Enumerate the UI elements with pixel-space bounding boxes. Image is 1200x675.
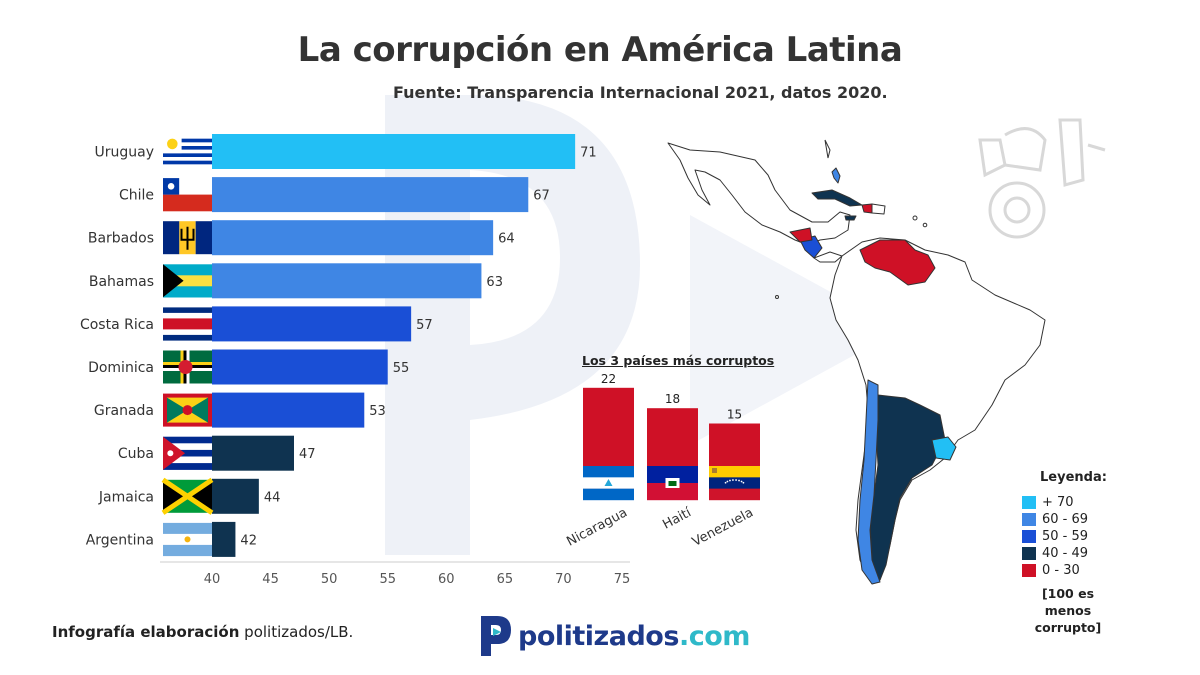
value-label: 44	[264, 490, 281, 505]
legend-swatch	[1022, 513, 1036, 526]
category-label: Argentina	[86, 532, 154, 548]
panama-shape	[813, 251, 843, 263]
category-label: Costa Rica	[80, 317, 154, 333]
page-title: La corrupción en América Latina	[297, 30, 903, 70]
legend-swatch	[1022, 530, 1036, 543]
legend-swatch	[1022, 564, 1036, 577]
bahamas-shape	[831, 167, 841, 184]
legend-label: 50 - 59	[1042, 529, 1089, 544]
x-tick-label: 60	[438, 572, 455, 587]
brand-logo: politizados.com	[478, 614, 750, 658]
bar	[212, 392, 365, 428]
value-label: 63	[486, 275, 503, 290]
legend-label: + 70	[1042, 495, 1074, 510]
dominican-shape	[871, 203, 886, 215]
value-label: 53	[369, 404, 386, 419]
category-label: Cuba	[118, 446, 154, 462]
mini-chart-title: Los 3 países más corruptos	[582, 353, 775, 368]
flag-icon	[163, 178, 212, 212]
category-label: Chile	[119, 188, 154, 204]
value-label: 64	[498, 232, 515, 247]
flag-icon	[163, 350, 212, 384]
bar	[212, 349, 388, 385]
cuba-shape	[811, 189, 863, 207]
bar	[212, 134, 576, 169]
bar	[212, 521, 236, 557]
flag-icon	[163, 135, 212, 169]
brand-text-suffix: .com	[678, 620, 750, 652]
x-tick-label: 50	[321, 572, 338, 587]
flag-icon	[163, 436, 212, 470]
legend-label: 60 - 69	[1042, 512, 1089, 527]
credit-line: Infografía elaboración politizados/LB.	[52, 623, 353, 641]
x-tick-label: 65	[497, 572, 514, 587]
flag-icon	[583, 466, 634, 501]
handshake-icon	[978, 118, 1106, 239]
legend-swatch	[1022, 496, 1036, 509]
brand-text-main: politizados	[518, 620, 679, 652]
bar	[212, 435, 294, 471]
haiti-shape	[861, 203, 873, 214]
value-label: 47	[299, 447, 316, 462]
bar	[212, 306, 412, 342]
value-label: 22	[601, 372, 616, 386]
page-subtitle: Fuente: Transparencia Internacional 2021…	[393, 83, 888, 102]
flag-icon	[163, 307, 212, 341]
flag-icon	[161, 477, 214, 515]
credit-rest: politizados/LB.	[244, 623, 354, 641]
flag-icon	[163, 393, 212, 427]
value-label: 42	[240, 533, 257, 548]
flag-icon	[163, 264, 212, 298]
legend-item: 60 - 69	[1022, 511, 1118, 528]
category-label: Uruguay	[95, 145, 155, 161]
chile-shape	[857, 379, 881, 585]
flag-icon	[709, 466, 760, 501]
legend-item: 40 - 49	[1022, 545, 1118, 562]
value-label: 57	[416, 318, 433, 333]
legend-note: [100 es menos corrupto]	[1034, 586, 1102, 635]
nicaragua-shape	[789, 227, 813, 243]
x-tick-label: 40	[204, 572, 221, 587]
flag-icon	[163, 221, 212, 255]
category-label: Granada	[94, 403, 154, 419]
jamaica-shape	[844, 215, 857, 221]
x-tick-label: 75	[614, 572, 631, 587]
category-label: Bahamas	[89, 274, 154, 290]
value-label: 67	[533, 189, 550, 204]
x-tick-label: 45	[262, 572, 279, 587]
value-label: 18	[665, 392, 680, 406]
brand-p-icon	[481, 616, 511, 656]
legend-item: 50 - 59	[1022, 528, 1118, 545]
legend-label: 0 - 30	[1042, 563, 1080, 578]
category-label: Dominica	[88, 360, 154, 376]
category-label: Jamaica	[98, 489, 154, 505]
uruguay-shape	[931, 436, 957, 461]
venezuela-shape	[859, 239, 936, 286]
x-tick-label: 55	[379, 572, 396, 587]
flag-icon	[163, 522, 212, 557]
bar	[212, 263, 482, 299]
legend-label: 40 - 49	[1042, 546, 1089, 561]
legend-swatch	[1022, 547, 1036, 560]
bar	[212, 478, 259, 514]
flag-icon	[647, 466, 698, 501]
bar	[212, 220, 494, 256]
value-label: 71	[580, 146, 597, 161]
legend-item: 0 - 30	[1022, 562, 1118, 579]
value-label: 55	[393, 361, 410, 376]
category-label: Barbados	[88, 231, 154, 247]
bar	[212, 177, 529, 213]
value-label: 15	[727, 408, 742, 422]
credit-bold: Infografía elaboración	[52, 623, 240, 641]
x-tick-label: 70	[555, 572, 572, 587]
legend: Leyenda: + 70 60 - 69 50 - 59 40 - 49 0 - 30…	[1018, 470, 1118, 636]
legend-item: + 70	[1022, 494, 1118, 511]
legend-title: Leyenda:	[1040, 470, 1107, 485]
